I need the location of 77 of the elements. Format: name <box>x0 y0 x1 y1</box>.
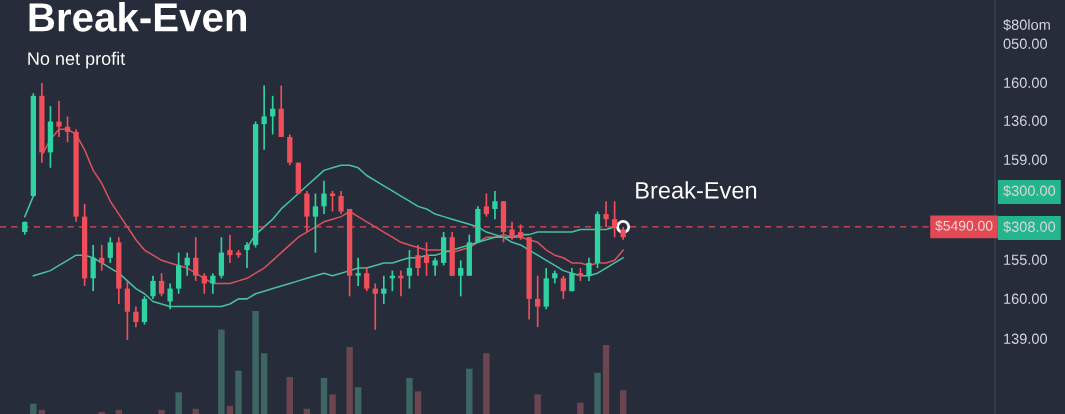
bar <box>466 368 473 414</box>
annotation: Break-Even <box>636 181 757 199</box>
bar <box>329 394 336 414</box>
candlestick <box>535 274 541 328</box>
bar <box>192 408 199 414</box>
bar <box>175 392 182 414</box>
candlestick <box>124 280 131 341</box>
text: 159.00 <box>1004 154 1048 165</box>
candlestick <box>227 233 233 264</box>
candlestick <box>64 115 71 143</box>
text: 160.00 <box>1004 77 1048 88</box>
candlestick <box>193 236 199 282</box>
candlestick <box>423 241 430 277</box>
candlestick <box>141 295 148 326</box>
bar <box>252 311 259 414</box>
bar <box>303 408 311 414</box>
text: 139.00 <box>1004 333 1048 344</box>
candlestick <box>381 274 387 305</box>
bar <box>226 405 234 414</box>
annotation: $5490.00 <box>935 220 993 232</box>
candlestick <box>244 241 250 269</box>
bar <box>115 409 123 414</box>
candlestick <box>176 251 182 295</box>
candlestick <box>406 249 413 290</box>
bar <box>235 370 242 414</box>
bar <box>218 329 225 414</box>
candlestick <box>586 256 592 282</box>
bar <box>602 344 610 414</box>
candlestick <box>133 305 139 328</box>
bar <box>286 376 293 414</box>
bar <box>414 391 422 414</box>
candlestick <box>338 190 344 215</box>
bar <box>260 353 268 414</box>
candlestick <box>261 84 267 151</box>
candlestick <box>150 274 156 300</box>
text: $300.00 <box>1003 184 1056 197</box>
candlestick <box>312 192 319 254</box>
bar <box>320 377 328 414</box>
candlestick <box>492 190 498 221</box>
text: 155.00 <box>1004 254 1048 265</box>
candlestick <box>167 282 173 310</box>
bar <box>30 403 37 414</box>
candlestick <box>90 244 96 293</box>
bar <box>577 402 584 414</box>
candlestick <box>372 282 378 331</box>
chart-title: Break-Even <box>29 2 247 32</box>
candlestick <box>355 256 361 287</box>
bar <box>158 409 165 414</box>
bar <box>346 347 353 414</box>
candlestick <box>560 274 566 300</box>
candlestick <box>415 244 421 277</box>
bar <box>38 409 46 414</box>
text: 136.00 <box>1004 115 1048 126</box>
bar <box>483 353 490 414</box>
text: $308.00 <box>1003 220 1056 233</box>
bar <box>534 394 541 414</box>
text: 050.00 <box>1003 38 1048 49</box>
candlestick <box>158 272 165 298</box>
text: $80lom <box>1003 18 1050 31</box>
candlestick <box>321 179 327 215</box>
candlestick <box>107 236 113 264</box>
candlestick <box>56 100 62 138</box>
text: 160.00 <box>1004 293 1048 304</box>
bar <box>406 377 413 414</box>
bar <box>354 387 362 414</box>
candlestick <box>99 244 105 272</box>
candlestick <box>304 190 310 233</box>
candlestick <box>603 200 609 228</box>
bar <box>619 390 627 414</box>
chart-subtitle: No net profit <box>28 51 126 69</box>
candlestick <box>483 192 490 218</box>
candlestick <box>364 267 370 293</box>
candlestick <box>218 236 225 280</box>
candlestick <box>611 200 618 239</box>
bar <box>594 372 601 414</box>
candlestick <box>458 259 464 298</box>
bar <box>98 411 105 414</box>
